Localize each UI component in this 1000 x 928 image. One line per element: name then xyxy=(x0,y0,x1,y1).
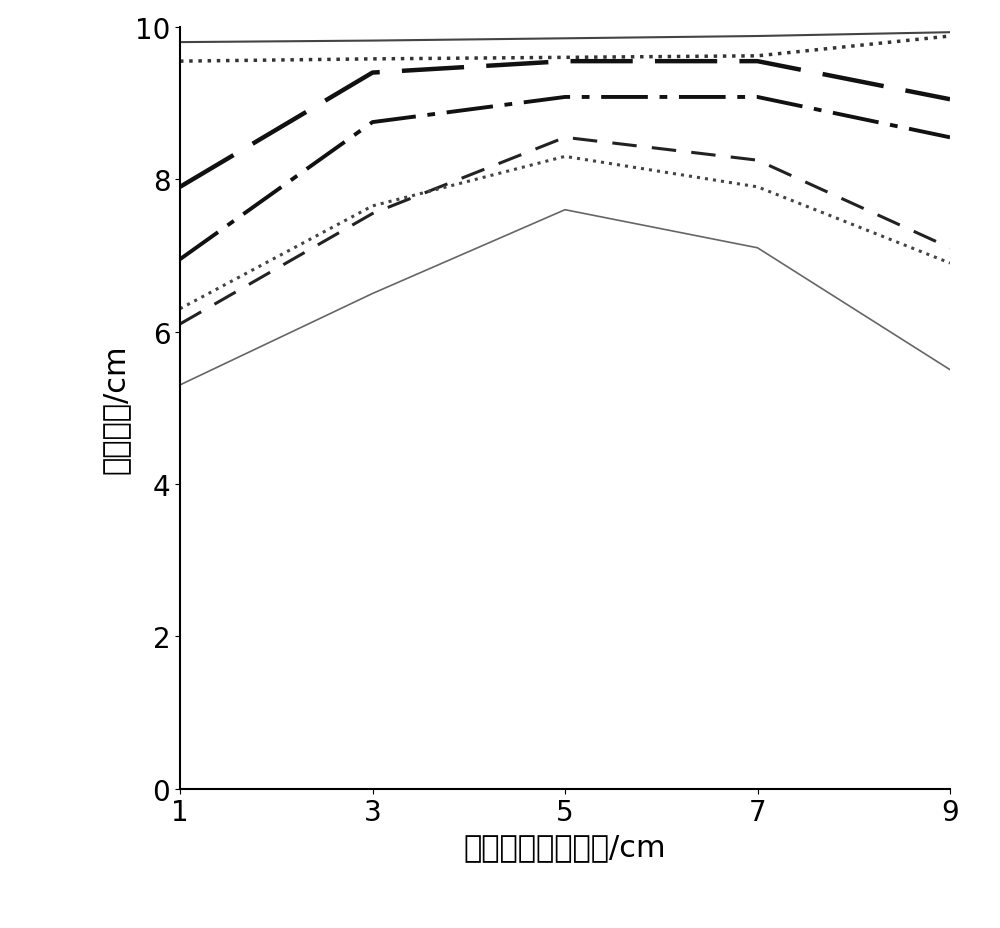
X-axis label: 与土槽一侧板距离/cm: 与土槽一侧板距离/cm xyxy=(464,832,666,861)
Y-axis label: 冻土深度/cm: 冻土深度/cm xyxy=(100,343,129,473)
